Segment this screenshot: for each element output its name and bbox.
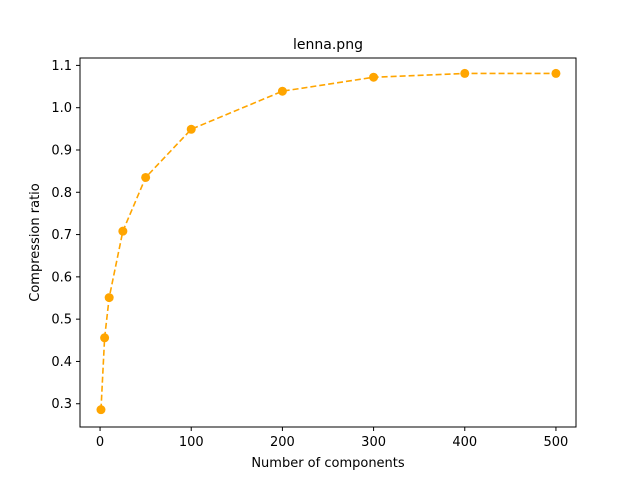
- plot-layer: [96, 68, 561, 415]
- data-point: [551, 68, 561, 78]
- data-point: [186, 124, 196, 134]
- y-tick-label: 0.5: [51, 313, 72, 328]
- data-point: [96, 405, 106, 415]
- x-tick-label: 400: [452, 435, 477, 450]
- y-tick-label: 1.1: [51, 59, 72, 74]
- data-point: [141, 172, 151, 182]
- x-tick-label: 0: [96, 435, 104, 450]
- x-tick-label: 100: [179, 435, 204, 450]
- x-tick-label: 300: [361, 435, 386, 450]
- series-line: [100, 72, 556, 410]
- x-tick-label: 200: [270, 435, 295, 450]
- data-point: [118, 226, 128, 236]
- y-tick-label: 0.3: [51, 397, 72, 412]
- x-tick-label: 500: [544, 435, 569, 450]
- plot-frame: [79, 57, 577, 428]
- data-point: [104, 293, 114, 303]
- data-point: [100, 333, 110, 343]
- data-point: [277, 86, 287, 96]
- y-tick-label: 0.7: [51, 228, 72, 243]
- y-tick-label: 1.0: [51, 101, 72, 116]
- chart-title: lenna.png: [293, 37, 363, 53]
- y-tick-label: 0.4: [51, 355, 72, 370]
- y-tick-label: 0.6: [51, 270, 72, 285]
- y-axis-label: Compression ratio: [28, 183, 43, 302]
- data-point: [460, 68, 470, 78]
- y-tick-label: 0.8: [51, 186, 72, 201]
- ticks-layer: 0 100 200 300 400 500 0.3 0.4 0.5 0.6 0.7 0.8 0.9 1.0…: [51, 59, 568, 450]
- data-point: [369, 72, 379, 82]
- x-axis-label: Number of components: [251, 456, 405, 471]
- y-tick-label: 0.9: [51, 143, 72, 158]
